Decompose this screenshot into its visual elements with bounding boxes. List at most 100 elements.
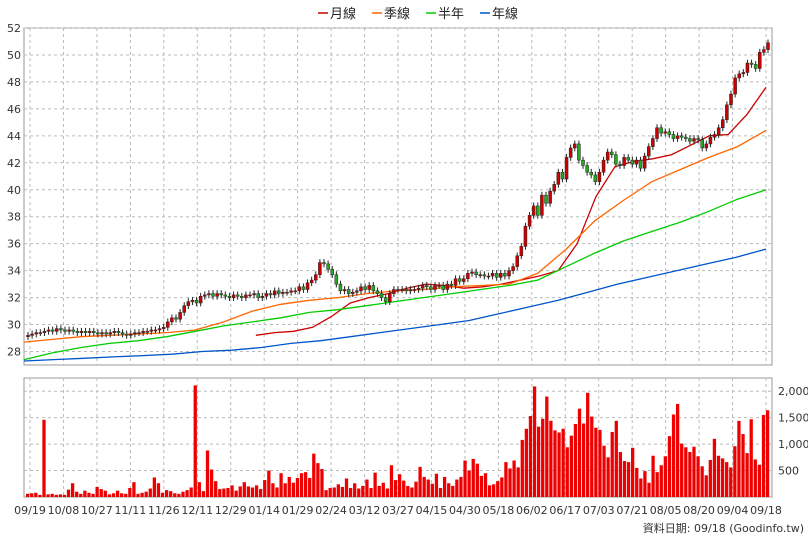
volume-bar-107: [463, 460, 467, 497]
volume-bar-119: [512, 460, 516, 497]
volume-bar-86: [377, 485, 381, 497]
candle-body-167: [712, 134, 717, 138]
candle-body-54: [248, 294, 252, 297]
volume-bar-122: [524, 428, 529, 497]
candle-body-116: [503, 273, 507, 277]
candle-body-22: [116, 331, 121, 333]
volume-bar-179: [757, 464, 762, 497]
volume-bar-47: [218, 489, 222, 497]
legend-label-1: 季線: [384, 6, 410, 22]
volume-bar-167: [708, 459, 712, 497]
x-tick-label-1: 10/08: [48, 504, 80, 517]
candle-body-158: [675, 135, 680, 139]
candle-body-165: [704, 143, 709, 149]
candle-body-104: [453, 278, 458, 286]
candle-body-113: [490, 273, 495, 277]
volume-bar-13: [79, 493, 83, 497]
candle-body-131: [564, 157, 569, 180]
price-tick-label-12: 52: [7, 22, 21, 35]
volume-bar-25: [128, 488, 132, 497]
volume-bar-180: [761, 415, 766, 497]
candle-body-128: [552, 184, 556, 192]
candle-body-136: [585, 165, 589, 173]
volume-bar-70: [312, 453, 316, 497]
candle-body-36: [174, 317, 178, 320]
volume-bar-59: [267, 470, 271, 497]
candle-body-82: [363, 286, 367, 290]
volume-bar-6: [50, 493, 54, 497]
volume-bar-105: [455, 479, 459, 497]
x-axis: 09/19 10/08 10/27 11/11 11/26 12/11 12/29 01/14…: [14, 504, 782, 517]
candle-body-83: [367, 285, 371, 290]
volume-bar-115: [496, 481, 500, 497]
candle-body-106: [462, 278, 466, 282]
volume-bar-101: [438, 488, 443, 497]
volume-bar-177: [749, 419, 753, 497]
candle-body-3: [38, 332, 43, 334]
candle-body-57: [260, 296, 265, 298]
candle-body-6: [50, 329, 55, 332]
candle-body-20: [108, 332, 112, 335]
volume-bar-41: [193, 385, 197, 497]
x-tick-label-16: 06/17: [549, 504, 581, 517]
candle-body-175: [745, 62, 750, 73]
volume-bar-80: [353, 483, 357, 497]
volume-bar-9: [62, 494, 67, 497]
candle-body-13: [79, 331, 84, 333]
candle-body-63: [285, 291, 289, 294]
x-tick-label-0: 09/19: [14, 504, 46, 517]
candle-body-14: [83, 331, 88, 333]
volume-bar-1: [30, 493, 34, 497]
volume-bar-106: [459, 476, 463, 497]
volume-bar-110: [475, 463, 479, 497]
volume-bar-155: [659, 465, 663, 497]
candle-body-123: [531, 205, 536, 216]
volume-bar-75: [332, 487, 336, 497]
candle-body-60: [272, 290, 277, 296]
volume-bar-142: [606, 457, 610, 497]
volume-bar-78: [344, 478, 349, 497]
candle-body-78: [346, 289, 351, 294]
x-tick-label-3: 11/11: [115, 504, 147, 517]
price-tick-label-0: 28: [7, 346, 21, 359]
volume-bar-92: [402, 480, 406, 497]
candle-body-163: [696, 138, 700, 141]
volume-bar-121: [520, 439, 524, 497]
volume-bar-20: [107, 494, 112, 497]
x-tick-label-4: 11/26: [148, 504, 180, 517]
volume-bar-66: [295, 477, 300, 497]
volume-bar-12: [75, 491, 79, 497]
volume-bar-57: [259, 489, 263, 497]
candle-body-45: [211, 293, 215, 297]
candle-body-30: [149, 329, 154, 332]
price-tick-label-2: 32: [7, 292, 21, 305]
volume-bar-102: [442, 476, 447, 497]
x-tick-label-10: 03/12: [349, 504, 381, 517]
volume-bar-173: [733, 446, 737, 497]
candle-body-84: [371, 285, 376, 292]
volume-bar-30: [148, 488, 152, 497]
price-tick-label-9: 46: [7, 103, 21, 116]
candle-body-21: [112, 331, 117, 333]
candle-body-80: [355, 290, 359, 293]
candle-body-89: [392, 289, 396, 294]
volume-bar-7: [54, 494, 58, 497]
volume-bar-132: [565, 447, 569, 497]
price-tick-label-3: 34: [7, 265, 21, 278]
candle-body-18: [100, 332, 104, 335]
candle-body-109: [474, 271, 478, 275]
candle-body-125: [540, 194, 544, 216]
volume-bar-100: [434, 473, 439, 497]
volume-bar-168: [712, 438, 717, 497]
volume-bar-3: [38, 494, 42, 497]
volume-bar-93: [406, 485, 410, 497]
volume-bar-51: [234, 490, 238, 497]
candle-body-124: [536, 205, 540, 216]
volume-bar-32: [156, 483, 161, 497]
candle-body-119: [515, 255, 519, 267]
volume-bar-143: [610, 431, 614, 497]
candle-body-118: [511, 266, 515, 271]
candle-body-75: [334, 274, 339, 285]
candle-body-164: [700, 139, 704, 149]
candle-body-139: [597, 171, 602, 182]
